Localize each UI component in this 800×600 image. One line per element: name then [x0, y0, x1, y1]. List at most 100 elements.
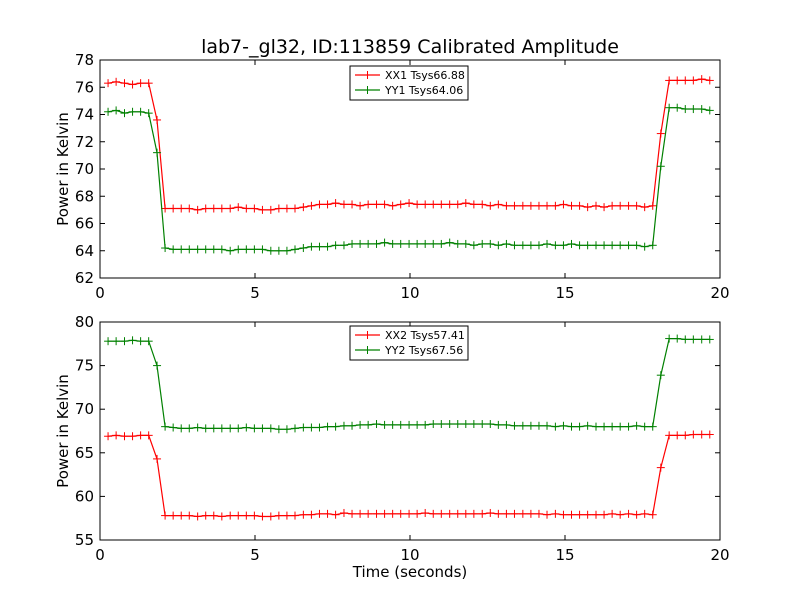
x-axis-label: Time (seconds) [352, 563, 468, 581]
series-point [494, 509, 503, 518]
series-point [364, 200, 373, 209]
series-point [453, 239, 462, 248]
series-point [112, 77, 121, 86]
x-tick-label: 5 [250, 546, 260, 564]
series-point [128, 336, 137, 345]
series-point [201, 511, 210, 520]
series-point [665, 334, 674, 343]
series-point [697, 75, 706, 84]
series-point [290, 204, 299, 213]
series-point [478, 239, 487, 248]
series-point [315, 200, 324, 209]
series-point [592, 241, 600, 250]
series-point [681, 105, 690, 114]
series-point [469, 420, 478, 429]
y-tick-label: 76 [75, 78, 94, 96]
series-point [413, 420, 422, 429]
series-point [372, 200, 381, 209]
series-point [112, 431, 121, 440]
series-point [104, 337, 113, 346]
series-point [486, 201, 495, 210]
series-point [136, 337, 145, 346]
series-point [128, 80, 137, 89]
series-point [185, 424, 194, 433]
series-point [348, 239, 357, 248]
series-point [388, 509, 397, 518]
series-point [445, 238, 454, 247]
y-tick-label: 72 [75, 133, 94, 151]
series-point [575, 241, 584, 250]
series-point [413, 509, 422, 518]
series-point [307, 242, 316, 251]
series-point [413, 200, 422, 209]
series-point [405, 420, 414, 429]
series-point [616, 510, 625, 519]
series-point [177, 204, 186, 213]
series-point [185, 511, 194, 520]
series-point [681, 335, 690, 344]
series-point [266, 512, 275, 521]
series-point [453, 420, 462, 429]
series-point [453, 200, 462, 209]
series-point [258, 205, 267, 214]
series-point [161, 511, 170, 520]
series-point [177, 424, 186, 433]
series-point [494, 241, 503, 250]
series-point [315, 509, 324, 518]
series-point [526, 241, 535, 250]
series-point [193, 512, 202, 521]
series-point [640, 242, 649, 251]
series-point [299, 423, 308, 432]
series-point [274, 246, 283, 255]
series-point [193, 205, 202, 214]
series-point [388, 420, 397, 429]
series-point [153, 454, 162, 463]
series-point [153, 361, 162, 370]
y-tick-label: 62 [75, 269, 94, 287]
series-point [478, 509, 487, 518]
series-point [339, 508, 348, 517]
series-point [469, 241, 478, 250]
series-point [364, 239, 373, 248]
series-point [405, 509, 414, 518]
series-point [258, 245, 267, 254]
series-point [567, 201, 576, 210]
series-point [250, 511, 259, 520]
chart-title: lab7-_gl32, ID:113859 Calibrated Amplitu… [201, 36, 619, 58]
series-point [445, 509, 454, 518]
series-point [144, 79, 153, 88]
series-point [169, 204, 178, 213]
series-point [567, 422, 576, 431]
series-point [689, 430, 698, 439]
series-point [437, 239, 446, 248]
series-point [502, 239, 511, 248]
series-point [315, 423, 324, 432]
series-point [616, 201, 625, 210]
series-point [616, 241, 625, 250]
series-point [429, 420, 438, 429]
series-point [673, 76, 682, 85]
series-point [518, 201, 527, 210]
series-point [551, 201, 560, 210]
series-point [705, 335, 714, 344]
series-point [274, 425, 283, 434]
series-point [453, 509, 462, 518]
legend-label: XX1 Tsys66.88 [385, 69, 465, 82]
series-point [348, 509, 357, 518]
series-point [331, 510, 340, 519]
series-point [290, 245, 299, 254]
series-point [388, 239, 397, 248]
series-point [510, 509, 519, 518]
series-point [250, 424, 259, 433]
series-point [282, 246, 291, 255]
series-point [656, 162, 665, 171]
y-tick-label: 78 [75, 51, 94, 69]
series-point [429, 200, 438, 209]
series-point [551, 422, 560, 431]
series-point [461, 199, 470, 208]
series-point [266, 205, 275, 214]
series-point [494, 200, 503, 209]
series-point [640, 422, 649, 431]
series-point [689, 76, 698, 85]
series-point [632, 510, 641, 519]
